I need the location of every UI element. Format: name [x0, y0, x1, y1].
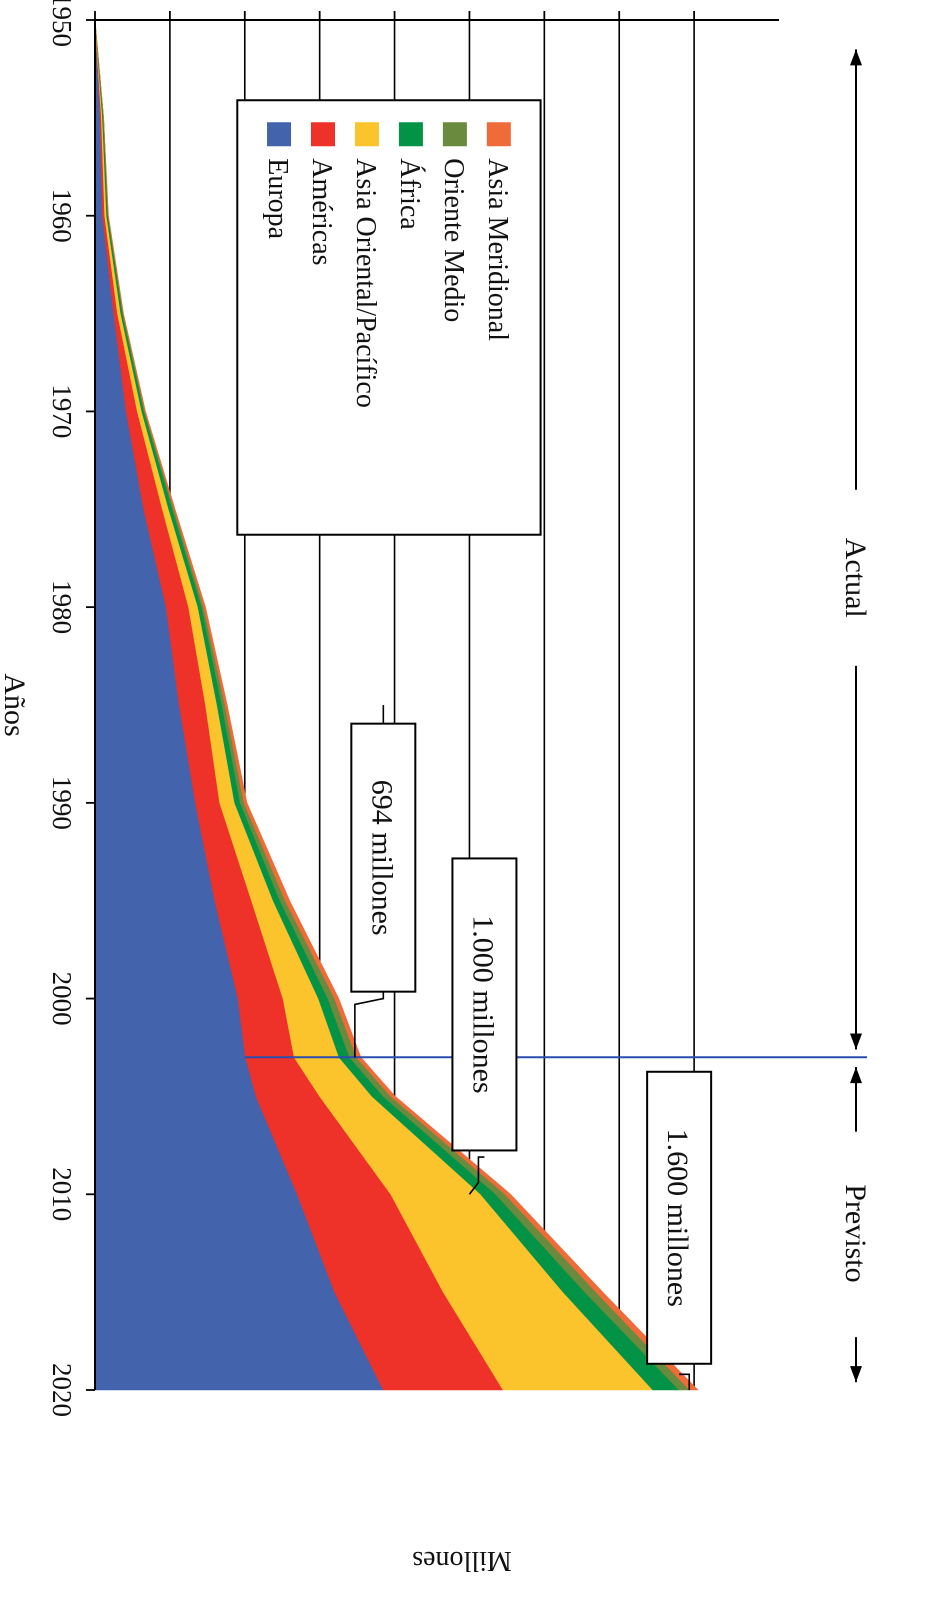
legend-box — [236, 99, 542, 536]
total-annotations: 694 millones 1.000 millones 1.600 millones — [350, 705, 713, 1390]
annotation-1600-label: 1.600 millones — [661, 1129, 694, 1307]
legend-swatch-asia-oriental-pacífico — [354, 122, 379, 147]
forecast-arrowhead-right — [850, 1366, 862, 1383]
legend-label-asia-oriental-pacífico: Asia Oriental/Pacífico — [350, 158, 381, 408]
legend-label-europa: Europa — [262, 158, 293, 239]
annotation-694-label: 694 millones — [365, 780, 398, 936]
legend: Asia Meridional Oriente Medio África Asia O… — [236, 99, 542, 536]
legend-label-áfrica: África — [394, 158, 425, 230]
x-tick-label-1970: 1970 — [47, 384, 77, 438]
actual-arrowhead-right — [850, 1033, 862, 1050]
annotation-1000-leader — [468, 1156, 485, 1195]
rotated-chart-group: 1950196019701980199020002010202002004006… — [0, 0, 872, 1417]
legend-swatch-américas — [311, 122, 336, 147]
annotation-1600-leader — [679, 1373, 691, 1390]
x-tick-label-1980: 1980 — [47, 580, 77, 634]
legend-label-oriente-medio: Oriente Medio — [438, 158, 469, 322]
legend-swatch-áfrica — [398, 122, 423, 147]
actual-arrowhead-left — [850, 49, 862, 66]
x-tick-label-1960: 1960 — [47, 189, 77, 243]
period-label-actual: Actual — [839, 538, 872, 618]
forecast-arrowhead-left — [850, 1067, 862, 1084]
x-axis-label: Años — [0, 673, 31, 736]
x-tick-label-1990: 1990 — [47, 776, 77, 830]
period-label-forecast: Previsto — [839, 1184, 872, 1282]
annotation-1000-box — [451, 857, 518, 1152]
annotation-1600-box — [646, 1070, 713, 1365]
x-tick-label-2000: 2000 — [47, 972, 77, 1026]
legend-label-asia-meridional: Asia Meridional — [482, 158, 513, 341]
legend-label-américas: Américas — [306, 158, 337, 265]
area-asia-meridional — [94, 19, 699, 1391]
stacked-areas — [94, 19, 699, 1391]
axes: 1950196019701980199020002010202002004006… — [47, 0, 779, 1417]
x-tick-label-1950: 1950 — [47, 0, 77, 47]
legend-swatch-oriente-medio — [442, 122, 467, 147]
x-tick-label-2020: 2020 — [47, 1363, 77, 1417]
y-axis-label: Millones — [412, 1545, 512, 1576]
legend-swatch-asia-meridional — [486, 122, 511, 147]
legend-swatch-europa — [267, 122, 292, 147]
annotation-1000-label: 1.000 millones — [466, 915, 499, 1093]
annotation-694-box — [350, 722, 417, 993]
x-tick-label-2010: 2010 — [47, 1167, 77, 1221]
period-arrows: Actual Previsto — [839, 49, 872, 1383]
